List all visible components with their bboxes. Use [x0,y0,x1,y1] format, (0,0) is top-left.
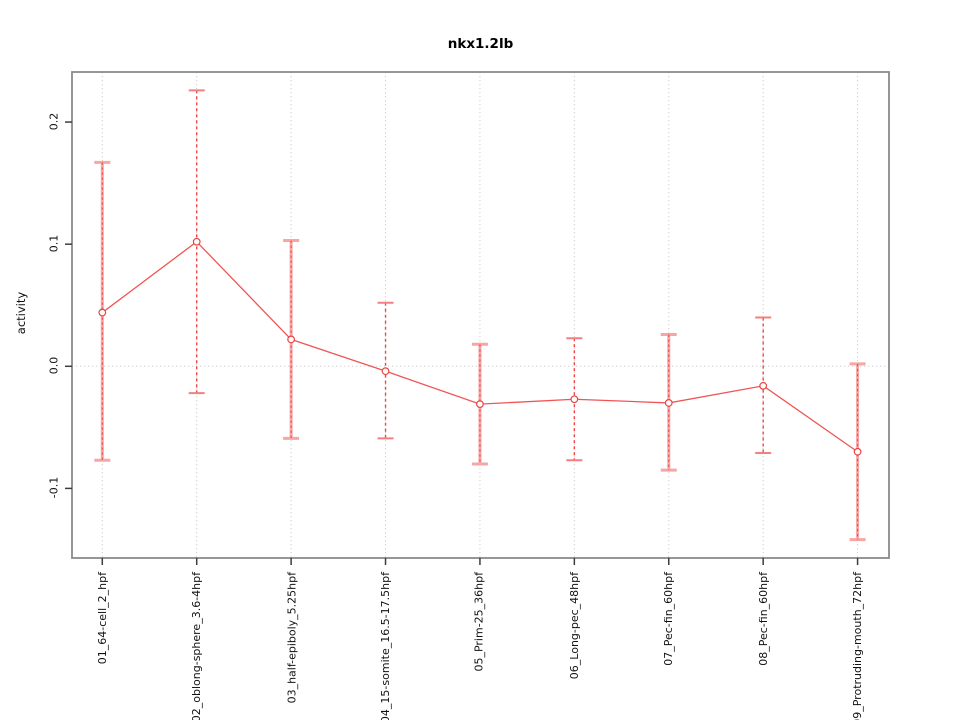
chart-title: nkx1.2lb [447,36,514,52]
y-tick-label: -0.1 [47,476,61,499]
x-category-label: 07_Pec-fin_60hpf [662,572,675,666]
x-category-label: 01_64-cell_2_hpf [96,572,109,665]
x-category-label: 02_oblong-sphere_3.6-4hpf [190,572,203,720]
x-category-label: 06_Long-pec_48hpf [568,572,581,680]
x-category-label: 09_Protruding-mouth_72hpf [851,572,864,720]
y-tick-label: 0.2 [47,112,61,131]
x-category-label: 04_15-somite_16.5-17.5hpf [379,572,392,720]
x-category-label: 05_Prim-25_36hpf [473,572,486,672]
x-category-label: 03_half-epiboly_5.25hpf [285,572,298,704]
y-axis-title: activity [14,291,28,335]
x-category-label: 08_Pec-fin_60hpf [757,572,770,666]
y-tick-label: 0.1 [47,234,61,253]
y-tick-label: 0.0 [47,356,61,375]
